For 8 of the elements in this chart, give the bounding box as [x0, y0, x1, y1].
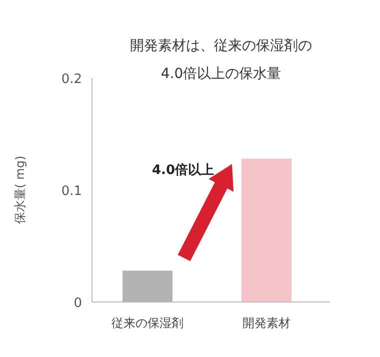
x-tick-label: 従来の保湿剤	[112, 316, 184, 330]
chart-title: 開発素材は、従来の保湿剤の 4.0倍以上の保水量	[130, 38, 312, 82]
y-axis-title: 保水量( mg)	[13, 156, 27, 224]
y-tick-label: 0.1	[61, 184, 82, 199]
y-tick-label: 0.2	[61, 72, 82, 87]
annotation: 4.0倍以上	[152, 162, 214, 178]
y-tick-label: 0	[74, 296, 82, 311]
x-tick-label: 開発素材	[242, 316, 290, 330]
